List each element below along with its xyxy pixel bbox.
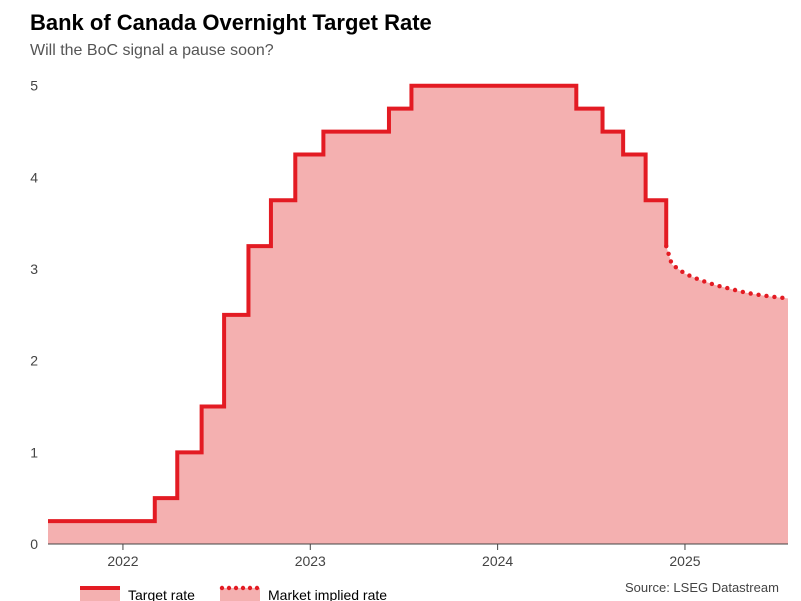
area-fill: [48, 86, 788, 544]
legend-label: Market implied rate: [268, 587, 387, 601]
x-tick-label: 2022: [107, 553, 138, 569]
y-tick-label: 5: [30, 78, 38, 94]
y-tick-label: 3: [30, 261, 38, 277]
legend-label: Target rate: [128, 587, 195, 601]
y-tick-label: 1: [30, 444, 38, 460]
chart-plot: 2022 2023 2024 2025 0 1 2 3 4 5 Target rate Market …: [0, 0, 801, 601]
x-tick-label: 2023: [295, 553, 326, 569]
y-tick-label: 4: [30, 169, 38, 185]
x-tick-label: 2025: [669, 553, 700, 569]
x-tick-label: 2024: [482, 553, 513, 569]
y-tick-label: 0: [30, 536, 38, 552]
y-tick-label: 2: [30, 353, 38, 369]
source-label: Source: LSEG Datastream: [625, 580, 779, 595]
